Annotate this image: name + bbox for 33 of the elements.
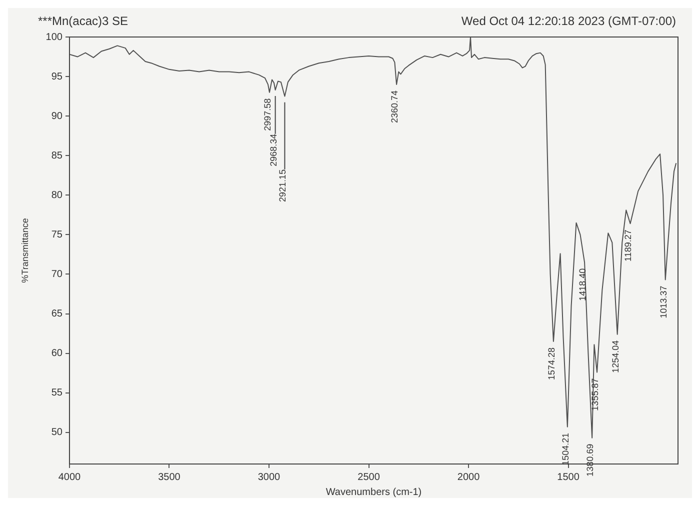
- text: Wed Oct 04 12:20:18 2023 (GMT-07:00): [461, 14, 676, 28]
- y-tick-label: 60: [51, 348, 63, 360]
- y-tick-label: 55: [51, 388, 63, 399]
- y-axis-title: %Transmittance: [20, 218, 30, 283]
- annotation: 1355.87: [590, 378, 600, 411]
- annotation: 1574.28: [546, 347, 556, 380]
- x-axis-title: Wavenumbers (cm-1): [326, 486, 422, 498]
- y-tick-label: 90: [51, 110, 63, 122]
- annotation: 1380.69: [585, 444, 596, 476]
- annotation: 1013.37: [658, 286, 668, 318]
- annotation: 1189.27: [623, 230, 634, 262]
- y-tick-label: 95: [51, 71, 63, 82]
- y-tick-label: 85: [51, 150, 63, 162]
- x-tick-label: 1500: [557, 472, 580, 483]
- x-tick-label: 4000: [58, 472, 82, 483]
- x-tick-label: 2000: [457, 472, 480, 483]
- annotation: 2360.74: [390, 90, 400, 123]
- chart-title: ***Mn(acac)3 SE: [38, 14, 128, 28]
- annotation: 1418.40: [578, 268, 588, 301]
- y-tick-label: 80: [51, 190, 63, 201]
- annotation: 1504.21: [560, 432, 570, 466]
- y-tick-label: 100: [46, 32, 63, 43]
- annotation: 2921.15: [278, 169, 288, 202]
- y-tick-label: 65: [51, 308, 63, 320]
- x-tick-label: 3500: [158, 472, 181, 483]
- annotation: 2997.58: [262, 98, 272, 131]
- annotation: 2968.34: [268, 134, 278, 166]
- y-tick-label: 75: [51, 229, 63, 240]
- annotation: 1254.04: [610, 340, 620, 373]
- x-tick-label: 2500: [358, 472, 380, 483]
- y-tick-label: 50: [51, 427, 63, 438]
- x-tick-label: 3000: [258, 472, 281, 483]
- y-tick-label: 70: [51, 268, 63, 280]
